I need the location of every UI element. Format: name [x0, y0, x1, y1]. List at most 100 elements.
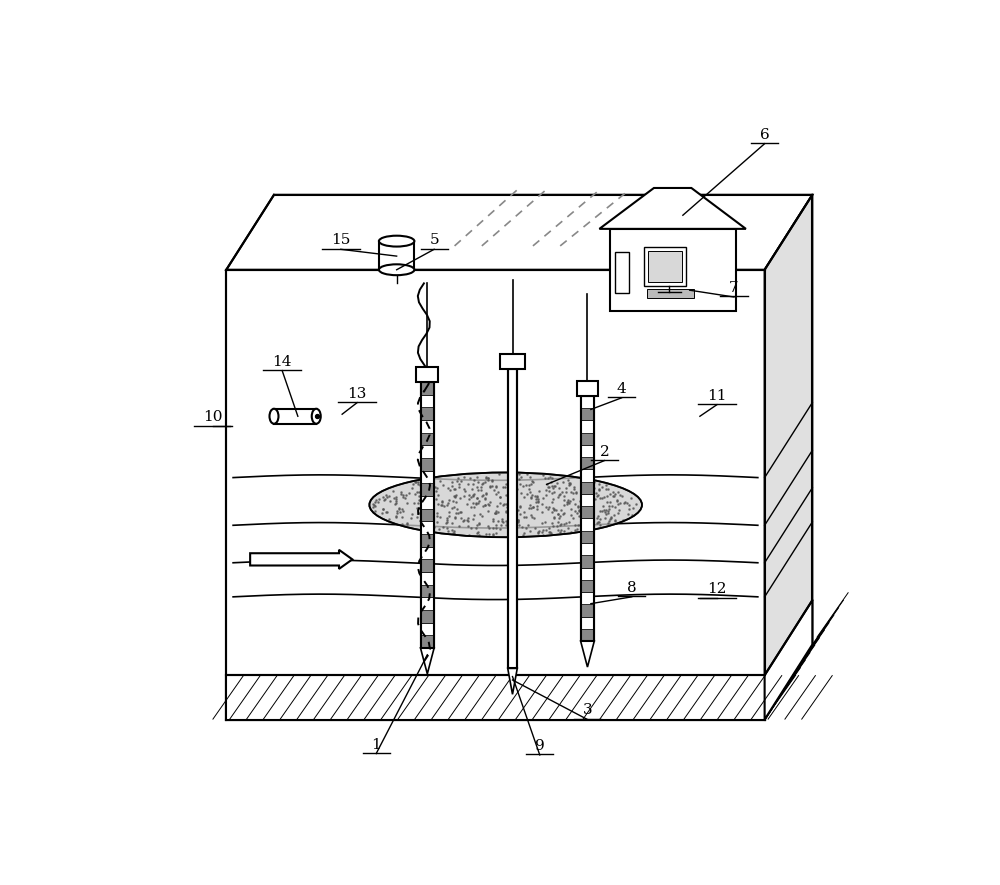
Point [452, 504, 468, 519]
Point [568, 486, 584, 500]
Point [375, 502, 391, 516]
Point [488, 481, 504, 495]
Point [520, 519, 536, 533]
Point [456, 489, 472, 503]
Text: 3: 3 [583, 704, 592, 718]
Point [490, 514, 506, 528]
Bar [421, 585, 434, 597]
Point [463, 521, 479, 535]
Point [481, 497, 497, 512]
Point [540, 480, 556, 494]
Point [571, 503, 587, 517]
Point [565, 511, 581, 525]
Point [516, 510, 532, 524]
Point [601, 499, 617, 513]
Point [540, 503, 556, 517]
Point [399, 496, 415, 510]
Point [559, 497, 575, 512]
Point [469, 526, 485, 540]
Point [411, 505, 427, 519]
Point [553, 523, 569, 537]
Bar [581, 481, 594, 494]
Point [407, 488, 423, 502]
Point [531, 524, 547, 538]
Point [528, 492, 544, 506]
Point [538, 482, 554, 496]
Point [500, 481, 516, 496]
Point [560, 473, 576, 487]
Point [482, 480, 498, 494]
Bar [581, 420, 594, 433]
Point [493, 518, 509, 532]
Point [510, 513, 526, 527]
Point [463, 500, 479, 514]
Point [481, 527, 497, 541]
Point [523, 491, 539, 505]
Point [498, 518, 514, 532]
Point [398, 488, 414, 502]
Point [494, 512, 510, 527]
Point [524, 488, 540, 502]
Point [444, 479, 460, 493]
Bar [647, 289, 694, 297]
Text: 9: 9 [535, 739, 545, 753]
Point [558, 485, 574, 499]
Point [539, 477, 555, 491]
Point [395, 504, 411, 518]
Point [582, 496, 598, 511]
Point [526, 511, 542, 525]
Point [367, 504, 383, 518]
Point [471, 516, 487, 530]
Point [474, 489, 490, 504]
Point [577, 510, 593, 524]
Point [516, 489, 532, 504]
Point [470, 474, 486, 489]
Text: 15: 15 [331, 234, 350, 247]
Point [465, 477, 481, 491]
Point [468, 521, 484, 535]
Point [379, 490, 395, 504]
Point [478, 471, 494, 485]
Point [538, 488, 554, 502]
Point [545, 519, 561, 533]
Point [516, 504, 532, 519]
Point [488, 526, 504, 540]
Point [495, 481, 511, 495]
Point [550, 490, 566, 504]
Point [530, 526, 546, 540]
Text: 5: 5 [429, 234, 439, 247]
Point [474, 477, 490, 491]
Point [589, 512, 605, 526]
Point [420, 519, 436, 534]
Point [399, 517, 415, 531]
Point [505, 500, 521, 514]
Point [485, 527, 501, 541]
Point [612, 488, 628, 502]
Point [365, 500, 381, 514]
Point [529, 499, 545, 513]
Point [447, 490, 463, 504]
Point [388, 509, 404, 523]
Bar [421, 407, 434, 420]
Point [598, 478, 614, 492]
Point [411, 501, 427, 515]
Point [416, 489, 432, 503]
Point [404, 481, 420, 495]
Point [413, 483, 429, 497]
Point [419, 474, 435, 489]
Point [504, 510, 520, 524]
Point [591, 483, 607, 497]
Bar [581, 567, 594, 580]
Point [544, 479, 560, 493]
Point [578, 509, 594, 523]
Point [505, 476, 521, 490]
Ellipse shape [379, 235, 414, 247]
Point [381, 512, 397, 526]
Point [478, 486, 494, 500]
Point [471, 517, 487, 531]
Point [530, 495, 546, 509]
Bar [615, 252, 629, 293]
Point [556, 524, 572, 538]
Point [560, 493, 576, 507]
Point [480, 472, 496, 486]
